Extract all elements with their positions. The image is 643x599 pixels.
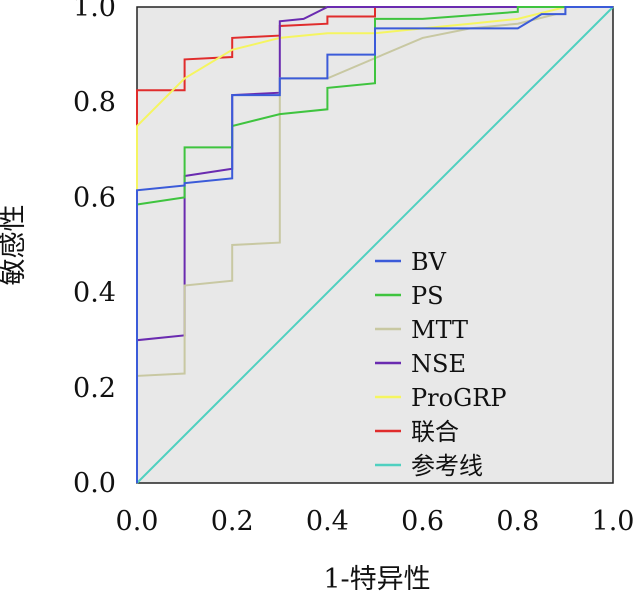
y-tick-label: 0.4 bbox=[73, 278, 116, 309]
legend-label-1: PS bbox=[411, 282, 444, 310]
legend-label-2: MTT bbox=[411, 316, 468, 344]
legend-label-5: 联合 bbox=[411, 418, 459, 446]
legend-label-3: NSE bbox=[411, 350, 466, 378]
x-axis-title: 1-特异性 bbox=[323, 564, 430, 595]
y-axis-ticks: 0.0 0.2 0.4 0.6 0.8 1.0 bbox=[73, 0, 116, 499]
x-tick-label: 0.2 bbox=[211, 506, 254, 537]
series-line-4 bbox=[136, 6, 613, 483]
y-axis-title: 敏感性 bbox=[0, 205, 29, 286]
legend-label-0: BV bbox=[411, 248, 447, 276]
legend-label-6: 参考线 bbox=[411, 452, 483, 480]
series-line-1 bbox=[136, 6, 613, 483]
y-tick-label: 1.0 bbox=[73, 0, 116, 23]
x-tick-label: 0.4 bbox=[306, 506, 349, 537]
series-layer bbox=[136, 6, 614, 484]
series-line-0 bbox=[136, 6, 613, 483]
y-tick-label: 0.0 bbox=[73, 468, 116, 499]
y-tick-label: 0.2 bbox=[73, 373, 116, 404]
y-tick-label: 0.6 bbox=[73, 182, 116, 213]
y-tick-label: 0.8 bbox=[73, 87, 116, 118]
legend-label-4: ProGRP bbox=[411, 384, 506, 412]
x-tick-label: 0.0 bbox=[116, 506, 159, 537]
x-axis-ticks: 0.0 0.2 0.4 0.6 0.8 1.0 bbox=[116, 506, 635, 537]
x-tick-label: 0.8 bbox=[496, 506, 539, 537]
x-tick-label: 1.0 bbox=[592, 506, 635, 537]
x-tick-label: 0.6 bbox=[401, 506, 444, 537]
series-line-6 bbox=[136, 6, 614, 484]
